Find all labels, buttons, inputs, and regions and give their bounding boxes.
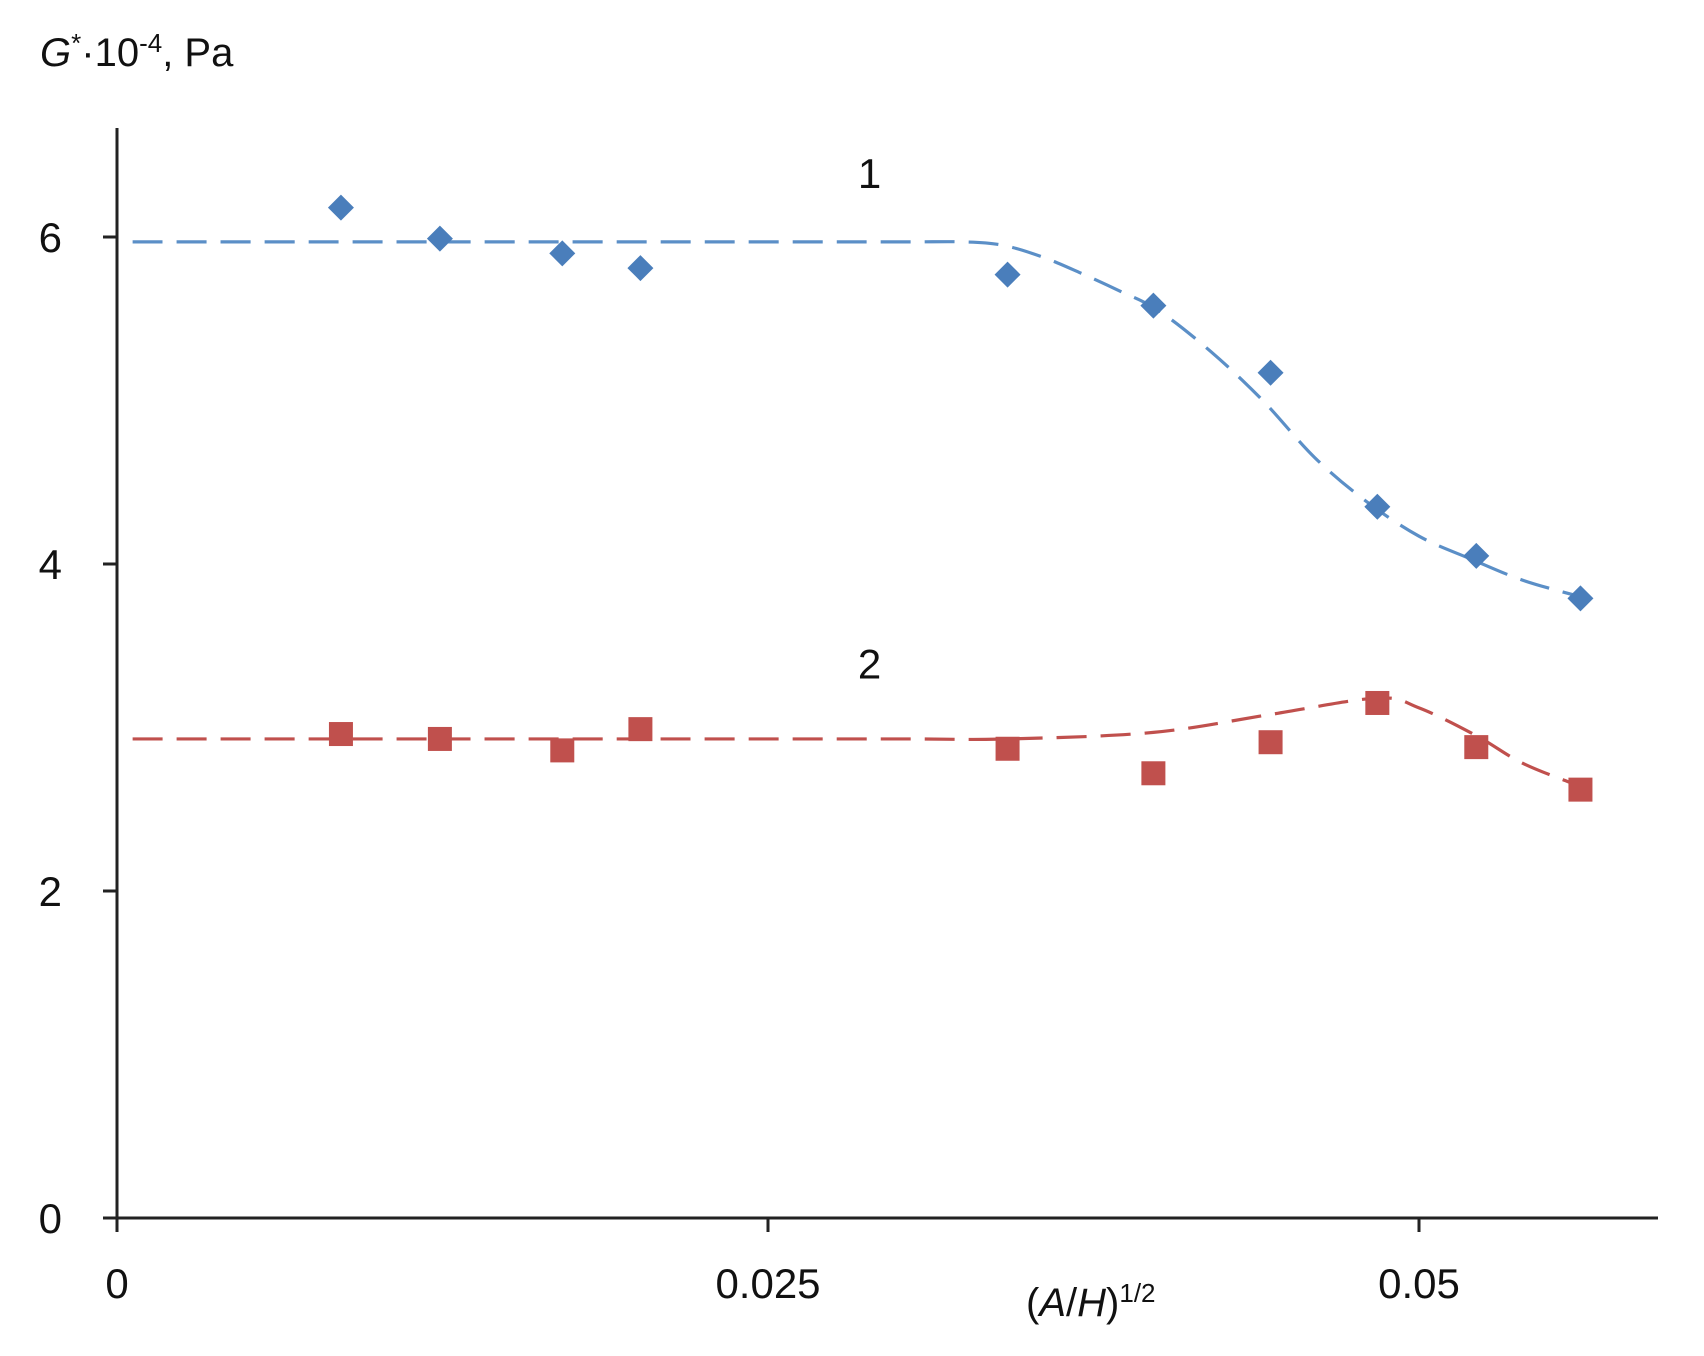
x-axis-title-close-paren: ) <box>1106 1281 1119 1325</box>
x-axis-title-open-paren: ( <box>1026 1281 1040 1325</box>
series-2-point-5 <box>995 736 1020 761</box>
series-1-point-7 <box>1257 359 1284 386</box>
x-axis-title-slash: / <box>1066 1281 1078 1325</box>
y-tick-label-1: 2 <box>39 868 62 915</box>
series-1-point-6 <box>1140 292 1167 319</box>
fit-line-series-1 <box>132 240 1581 599</box>
series-2-point-9 <box>1464 735 1489 760</box>
x-tick-label-0: 0 <box>105 1260 128 1307</box>
series-1-point-10 <box>1567 585 1594 612</box>
y-axis-title-star: * <box>71 28 81 58</box>
y-axis-title-multiplier: ·10 <box>81 31 139 75</box>
x-axis-title-h: H <box>1077 1281 1106 1325</box>
series-1-point-4 <box>627 255 654 282</box>
y-axis-title-unit: , Pa <box>162 31 234 75</box>
axis-ticks: 0 2 4 6 0 0.025 0.05 <box>39 214 1460 1307</box>
series-2-point-1 <box>328 722 353 747</box>
axes <box>115 128 1658 1220</box>
y-axis-title: G*·10-4, Pa <box>40 28 234 75</box>
series-2-point-4 <box>628 717 653 742</box>
fit-line-series-2 <box>132 696 1582 788</box>
series-2-point-2 <box>427 726 452 751</box>
series-label-1: 1 <box>858 150 881 197</box>
x-axis-title-exponent: 1/2 <box>1119 1278 1155 1308</box>
series-label-2: 2 <box>858 640 881 687</box>
series-2-point-3 <box>550 738 575 763</box>
y-tick-label-3: 6 <box>39 214 62 261</box>
x-axis-title-a: A <box>1037 1281 1066 1325</box>
y-tick-label-2: 4 <box>39 541 62 588</box>
series-1-point-5 <box>994 261 1021 288</box>
series-1-point-1 <box>327 194 354 221</box>
series-2-point-6 <box>1141 761 1166 786</box>
data-markers <box>327 194 1594 802</box>
y-tick-label-0: 0 <box>39 1195 62 1242</box>
series-1-point-2 <box>426 225 453 252</box>
fit-lines <box>132 240 1582 788</box>
y-axis-title-symbol: G <box>40 31 71 75</box>
x-tick-label-1: 0.025 <box>715 1260 820 1307</box>
series-1-point-8 <box>1364 493 1391 520</box>
series-2-point-7 <box>1258 730 1283 755</box>
series-labels: 12 <box>858 150 881 688</box>
x-tick-label-2: 0.05 <box>1378 1260 1460 1307</box>
series-1-point-9 <box>1463 542 1490 569</box>
series-2-point-8 <box>1365 690 1390 715</box>
y-axis-title-exponent: -4 <box>139 28 162 58</box>
series-1-point-3 <box>549 240 576 267</box>
series-2-point-10 <box>1568 777 1593 802</box>
x-axis-title: (A/H)1/2 <box>1026 1278 1156 1325</box>
